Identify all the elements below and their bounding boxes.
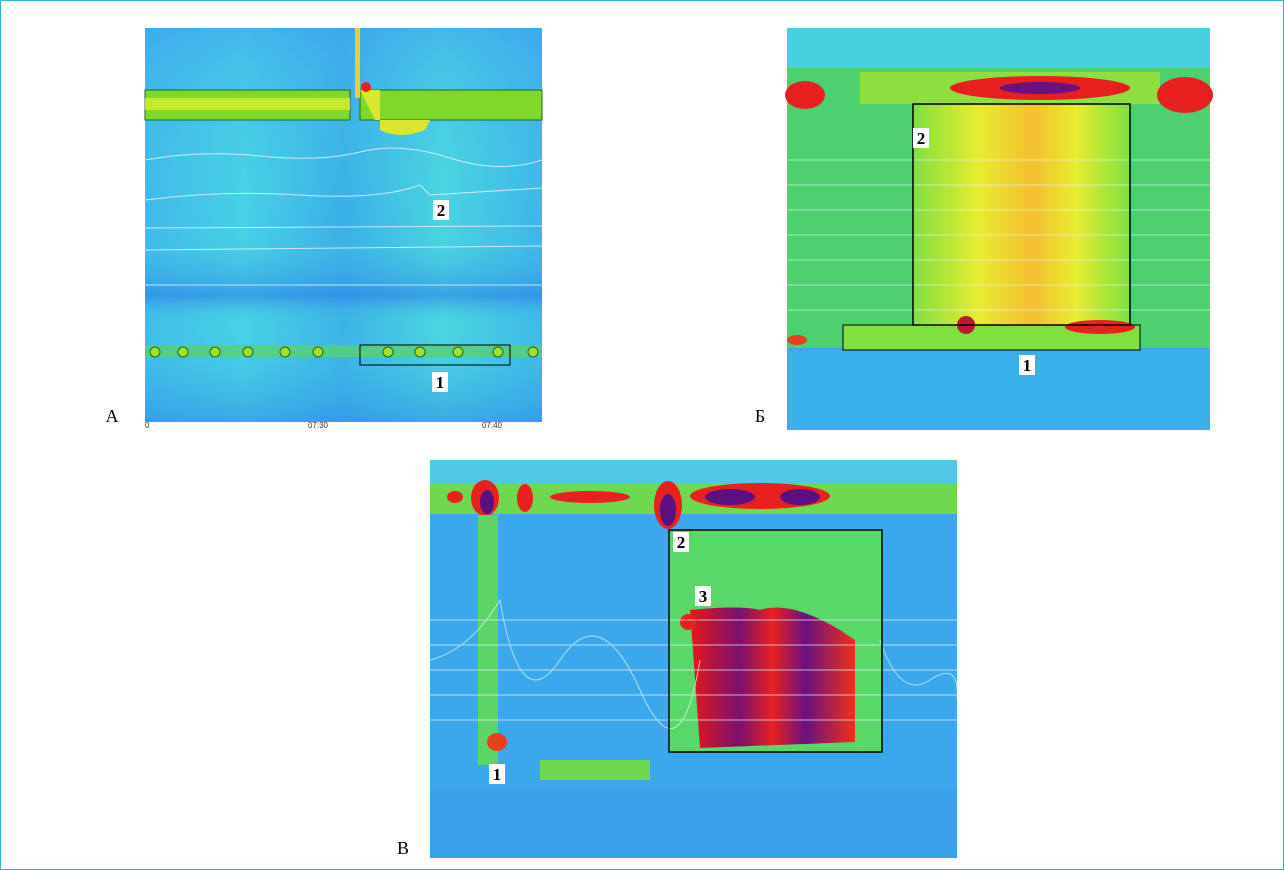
label: 2 <box>677 533 686 552</box>
label: 2 <box>917 129 926 148</box>
panel-letter: Б <box>755 406 765 426</box>
label: 1 <box>436 373 445 392</box>
panel-letter: А <box>106 406 119 426</box>
time-tick: 0 <box>145 421 150 430</box>
time-tick: 07:30 <box>308 421 329 430</box>
panel-a: 1 2 0 07:30 07:40 А <box>106 28 543 430</box>
label: 3 <box>699 587 708 606</box>
time-tick: 07:40 <box>482 421 503 430</box>
panel-c: 2 3 1 В <box>397 460 958 858</box>
label: 2 <box>437 201 446 220</box>
label: 1 <box>493 765 502 784</box>
label: 1 <box>1023 356 1032 375</box>
panel-letter: В <box>397 838 409 858</box>
panel-b: 2 1 Б <box>755 28 1213 430</box>
